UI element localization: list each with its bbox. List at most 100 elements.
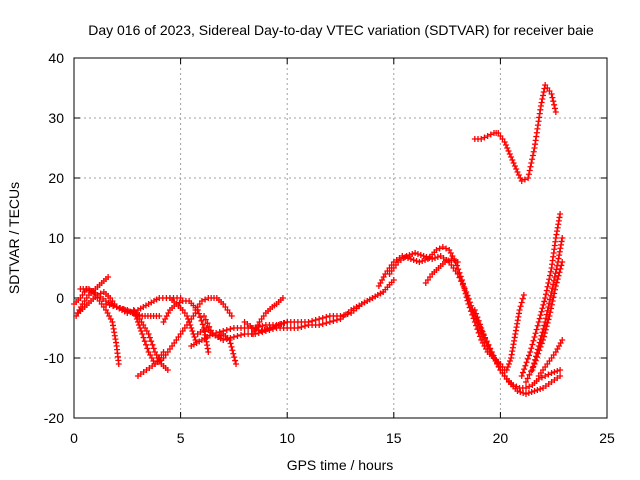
data-point [555, 272, 562, 279]
data-point [102, 301, 109, 307]
series-track-25 [471, 82, 559, 184]
data-point [543, 311, 550, 318]
data-point [478, 136, 485, 142]
data-point [552, 109, 559, 115]
y-tick-label: 30 [48, 110, 64, 126]
data-point [521, 366, 528, 373]
data-point [413, 258, 420, 264]
data-point [473, 310, 480, 317]
data-point [542, 295, 549, 301]
data-point [550, 281, 557, 288]
data-point [416, 259, 423, 265]
data-point [149, 341, 156, 348]
data-point [417, 252, 424, 258]
data-point [547, 268, 554, 275]
data-point [406, 252, 413, 258]
data-point [522, 385, 529, 391]
data-point [145, 331, 152, 337]
x-axis: 0 5 10 15 20 25 [70, 58, 615, 446]
data-point [316, 316, 323, 322]
data-point [526, 383, 533, 390]
data-point [189, 328, 196, 334]
data-point [227, 326, 234, 332]
data-point [220, 337, 227, 343]
data-point [316, 322, 323, 328]
data-point [546, 272, 553, 279]
x-tick-label: 0 [70, 430, 78, 446]
series-track-4 [77, 286, 184, 316]
data-point [534, 346, 541, 353]
data-point [228, 313, 235, 319]
data-point [138, 328, 145, 334]
data-point [436, 245, 443, 252]
series-track-23 [529, 235, 566, 373]
data-point [466, 299, 473, 306]
data-point [113, 304, 120, 310]
data-point [420, 253, 427, 259]
data-point [238, 332, 245, 338]
data-point [281, 320, 288, 326]
data-point [432, 255, 439, 261]
data-point [255, 327, 262, 333]
data-series [71, 82, 566, 397]
data-point [150, 345, 157, 352]
data-point [223, 336, 230, 342]
data-point [191, 334, 198, 340]
data-point [513, 166, 520, 172]
data-point [223, 327, 230, 333]
data-point [232, 357, 239, 364]
data-point [524, 375, 531, 382]
data-point [454, 259, 461, 265]
data-point [533, 326, 540, 333]
data-point [305, 319, 312, 325]
data-point [133, 316, 140, 322]
data-point [233, 361, 240, 367]
series-track-18 [422, 256, 461, 286]
data-point [523, 359, 530, 366]
data-point [323, 320, 330, 326]
data-point [514, 169, 521, 175]
data-point [197, 314, 204, 321]
data-point [390, 277, 397, 283]
data-point [535, 343, 542, 349]
data-point [545, 304, 552, 310]
data-point [230, 350, 237, 357]
data-point [185, 316, 192, 322]
data-point [456, 274, 463, 281]
data-point [531, 334, 538, 340]
x-tick-label: 25 [599, 430, 615, 446]
data-point [534, 322, 541, 329]
series-track-14 [250, 295, 286, 337]
data-point [557, 367, 564, 373]
data-point [453, 262, 460, 269]
data-point [517, 303, 524, 310]
data-point [220, 328, 227, 334]
data-point [517, 389, 524, 395]
data-point [554, 262, 561, 269]
data-point [209, 331, 216, 337]
y-tick-label: 20 [48, 170, 64, 186]
data-point [229, 347, 236, 354]
data-point [465, 295, 472, 302]
data-point [459, 281, 466, 288]
y-tick-label: 10 [48, 230, 64, 246]
data-point [548, 289, 555, 295]
data-point [534, 387, 541, 393]
x-tick-label: 15 [386, 430, 402, 446]
data-point [528, 368, 535, 375]
data-point [551, 101, 558, 108]
data-point [537, 103, 544, 109]
data-point [264, 326, 271, 332]
data-point [234, 333, 241, 339]
grid [74, 58, 607, 418]
data-point [144, 345, 151, 352]
chart-title: Day 016 of 2023, Sidereal Day-to-day VTE… [88, 22, 594, 38]
data-point [476, 321, 483, 328]
data-point [186, 319, 193, 325]
data-point [540, 301, 547, 308]
data-point [227, 340, 234, 347]
data-point [522, 379, 529, 385]
data-point [524, 355, 531, 362]
x-axis-label: GPS time / hours [287, 457, 394, 473]
data-point [545, 280, 552, 286]
